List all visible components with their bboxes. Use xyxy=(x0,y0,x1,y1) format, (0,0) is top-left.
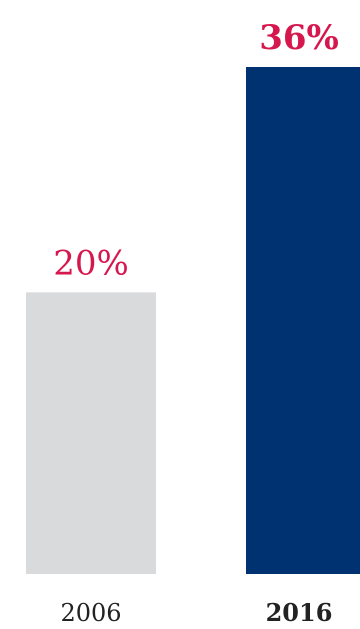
value-label-2016: 36% xyxy=(259,18,339,58)
bar-2016 xyxy=(246,67,360,574)
category-label-2006: 2006 xyxy=(60,599,121,627)
value-label-2006: 20% xyxy=(53,243,129,283)
bar-2006 xyxy=(26,292,156,574)
category-label-2016: 2016 xyxy=(266,598,333,627)
